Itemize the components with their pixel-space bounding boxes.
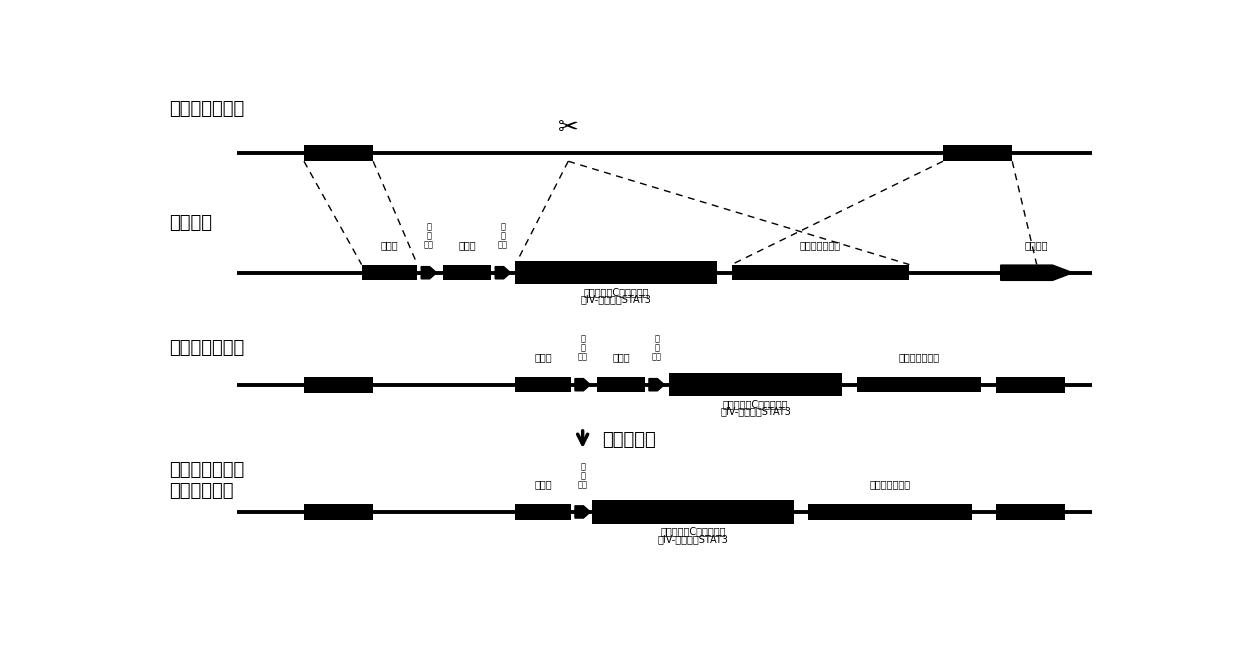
Text: 启动子: 启动子 [381, 240, 398, 250]
Text: 胸苷激酶: 胸苷激酶 [1025, 240, 1049, 250]
Bar [362, 265, 418, 280]
Bar [444, 265, 491, 280]
Text: 制
录
序列: 制 录 序列 [498, 223, 508, 250]
Text: 制
录
序列: 制 录 序列 [652, 335, 662, 362]
Text: 线粒体色素C氧化酶亚单: 线粒体色素C氧化酶亚单 [723, 399, 789, 409]
Text: 启动子: 启动子 [534, 352, 552, 362]
Bar [304, 377, 373, 393]
Text: 线粒体色素C氧化酶亚单: 线粒体色素C氧化酶亚单 [661, 526, 725, 536]
Bar [996, 504, 1065, 520]
Text: 制
录
序列: 制 录 序列 [578, 335, 588, 362]
Bar [996, 377, 1065, 393]
Text: 转录后调控序列: 转录后调控序列 [869, 479, 910, 489]
Polygon shape [649, 379, 665, 391]
Bar [516, 504, 572, 520]
Bar [304, 504, 373, 520]
Text: 终止子: 终止子 [613, 352, 630, 362]
Text: 启动子: 启动子 [534, 479, 552, 489]
Text: 制
录
序列: 制 录 序列 [578, 462, 588, 489]
Polygon shape [495, 266, 511, 279]
Polygon shape [575, 379, 590, 391]
Bar [593, 500, 794, 524]
Text: 位IV-信号导向STAT3: 位IV-信号导向STAT3 [657, 534, 729, 544]
Bar [304, 145, 373, 161]
Text: 位IV-信号导向STAT3: 位IV-信号导向STAT3 [580, 295, 652, 305]
Bar [670, 373, 842, 397]
Text: 打靶后等位基因
（基因表达）: 打靶后等位基因 （基因表达） [170, 461, 244, 500]
Text: 制
录
序列: 制 录 序列 [424, 223, 434, 250]
Bar [516, 261, 717, 284]
Text: 转录后调控序列: 转录后调控序列 [800, 240, 841, 250]
Bar [857, 377, 982, 393]
Bar [596, 377, 645, 393]
Polygon shape [422, 266, 436, 279]
Bar [516, 377, 572, 393]
Polygon shape [575, 506, 590, 518]
Text: 打靶后等位基因: 打靶后等位基因 [170, 339, 244, 357]
Text: 位IV-信号导向STAT3: 位IV-信号导向STAT3 [720, 407, 791, 416]
Text: 野生型等位基因: 野生型等位基因 [170, 100, 244, 118]
Text: 环化重组酶: 环化重组酶 [601, 431, 656, 449]
Text: 打靶载体: 打靶载体 [170, 214, 212, 232]
Text: ✂: ✂ [558, 116, 579, 139]
Bar [942, 145, 1012, 161]
Text: 终止子: 终止子 [459, 240, 476, 250]
Bar [808, 504, 972, 520]
Text: 转录后调控序列: 转录后调控序列 [899, 352, 940, 362]
Text: 线粒体色素C氧化酶亚单: 线粒体色素C氧化酶亚单 [584, 287, 649, 297]
Polygon shape [1001, 265, 1073, 280]
Bar [732, 265, 909, 280]
